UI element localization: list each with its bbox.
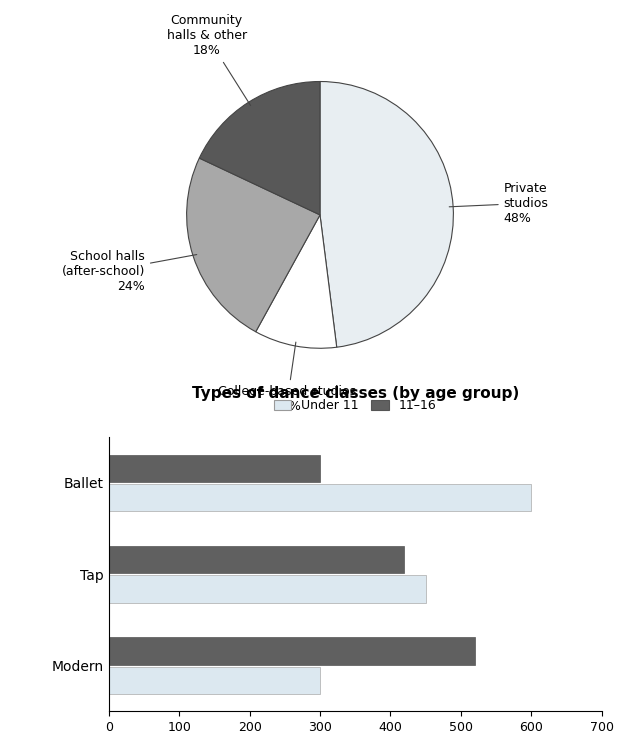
Bar — [109, 575, 426, 602]
Wedge shape — [256, 215, 337, 348]
Bar — [109, 484, 531, 511]
Legend: Under 11, 11–16: Under 11, 11–16 — [269, 394, 442, 417]
Title: Types of dance classes (by age group): Types of dance classes (by age group) — [191, 386, 519, 402]
Bar — [109, 546, 404, 574]
Bar — [109, 454, 320, 482]
Wedge shape — [187, 158, 320, 332]
Text: School halls
(after-school)
24%: School halls (after-school) 24% — [61, 250, 196, 293]
Text: Private
studios
48%: Private studios 48% — [449, 182, 548, 225]
Bar — [109, 667, 320, 694]
Bar — [109, 637, 475, 665]
Wedge shape — [320, 82, 453, 348]
Text: Community
halls & other
18%: Community halls & other 18% — [166, 14, 251, 105]
Text: College-based studios
10%: College-based studios 10% — [218, 342, 356, 413]
Wedge shape — [199, 82, 320, 215]
